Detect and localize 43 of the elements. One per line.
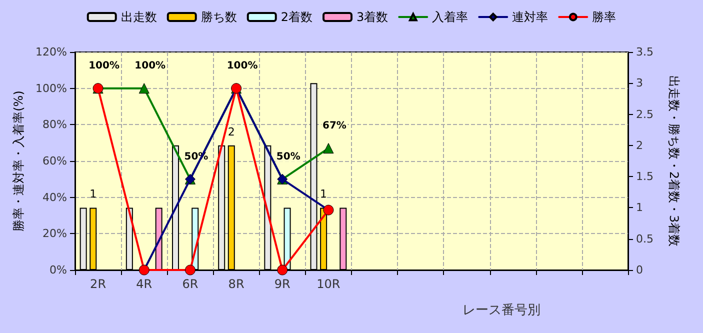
- data-label: 100%: [88, 60, 120, 72]
- y-axis-title: 勝率・連対率・入着率(%): [12, 90, 26, 232]
- legend-label: 2着数: [280, 10, 313, 24]
- y2-axis-title: 出走数・勝ち数・2着数・3着数: [667, 75, 681, 247]
- point: [323, 143, 334, 154]
- point: [277, 264, 288, 276]
- y2-tick-label: 1: [636, 201, 643, 214]
- data-label: 2: [228, 125, 235, 138]
- data-label: 67%: [322, 120, 346, 132]
- y-tick-label: 100%: [36, 82, 67, 95]
- data-label: 1: [90, 188, 97, 201]
- x-axis-title: レース番号別: [462, 303, 540, 318]
- y2-tick-label: 2: [636, 138, 643, 152]
- data-label: 100%: [226, 60, 258, 72]
- y-tick-label: 120%: [36, 46, 67, 58]
- y2-tick-label: 1.5: [636, 170, 654, 184]
- data-label: 1: [320, 188, 328, 201]
- y-tick-label: 0%: [50, 264, 67, 276]
- legend-label: 勝ち数: [200, 10, 237, 24]
- x-tick-label: 8R: [228, 277, 244, 291]
- y2-tick-label: 0: [636, 264, 643, 276]
- y2-tick-label: 2.5: [636, 108, 654, 121]
- x-tick-label: 4R: [136, 277, 152, 291]
- y2-tick-label: 3: [636, 76, 643, 90]
- data-label: 100%: [134, 60, 166, 72]
- y2-tick-label: 3.5: [636, 46, 654, 58]
- legend-label: 出走数: [120, 10, 157, 24]
- data-label: 50%: [276, 151, 300, 162]
- legend-label: 勝率: [592, 10, 616, 24]
- legend-label: 連対率: [512, 10, 548, 24]
- legend-label: 入着率: [432, 10, 468, 24]
- y-tick-label: 40%: [42, 190, 67, 204]
- point: [138, 83, 150, 94]
- legend-label: 3着数: [356, 10, 388, 24]
- x-tick-label: 2R: [90, 277, 106, 291]
- x-tick-label: 10R: [316, 277, 340, 291]
- y2-tick-label: 0.5: [636, 232, 654, 246]
- y-tick-label: 80%: [42, 118, 67, 132]
- point: [184, 264, 196, 276]
- y-tick-label: 20%: [42, 227, 67, 240]
- x-tick-label: 9R: [274, 277, 290, 291]
- x-tick-label: 6R: [182, 277, 198, 291]
- y-tick-label: 60%: [42, 154, 67, 168]
